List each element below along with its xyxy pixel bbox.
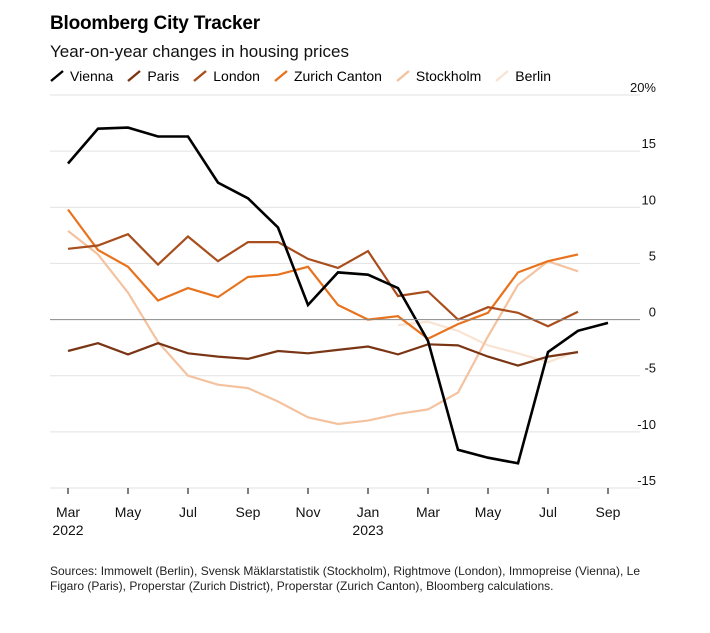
legend-swatch (127, 70, 142, 82)
chart-title: Bloomberg City Tracker (50, 13, 260, 34)
x-tick-label: May (115, 504, 141, 520)
series-line-vienna (67, 126, 609, 465)
legend: Vienna Paris London Zurich Canton Stockholm B… (50, 68, 565, 84)
legend-item-stockholm: Stockholm (396, 68, 481, 84)
y-tick-label: 5 (649, 248, 656, 263)
series-line-zurich-canton (67, 208, 579, 340)
y-tick-label: 0 (649, 305, 656, 320)
legend-item-berlin: Berlin (495, 68, 551, 84)
source-note: Sources: Immowelt (Berlin), Svensk Mäkla… (50, 564, 640, 593)
x-tick-label: Mar (56, 504, 80, 520)
legend-label: Paris (147, 68, 180, 84)
y-tick-label: 20% (630, 80, 656, 95)
x-tick-label: Mar (416, 504, 440, 520)
legend-swatch (193, 70, 208, 82)
series-line-stockholm (67, 230, 579, 426)
y-tick-label: -10 (637, 417, 656, 432)
x-tick-label: Sep (596, 504, 621, 520)
x-tick-label: May (475, 504, 501, 520)
line-chart: 20% 15 10 5 0 -5 -10 -15 Mar 2022 May Jul Sep Nov Jan 2… (50, 80, 656, 538)
x-tick-label: Jul (539, 504, 557, 520)
y-tick-label: -15 (637, 473, 656, 488)
legend-item-london: London (193, 68, 260, 84)
series-line-berlin (397, 320, 579, 364)
legend-swatch (50, 70, 64, 82)
legend-label: Zurich Canton (293, 68, 382, 84)
legend-swatch (495, 70, 510, 82)
chart-subtitle: Year-on-year changes in housing prices (50, 42, 349, 61)
x-tick-label: Sep (236, 504, 261, 520)
x-tick-label: Nov (296, 504, 321, 520)
y-tick-label: 10 (642, 192, 656, 207)
x-tick-year: 2022 (52, 522, 83, 538)
legend-item-vienna: Vienna (50, 68, 113, 84)
legend-label: London (213, 68, 260, 84)
series-line-london (67, 232, 579, 328)
x-tick-label: Jan (357, 504, 380, 520)
legend-label: Stockholm (415, 68, 482, 84)
legend-label: Vienna (70, 68, 114, 84)
legend-swatch (274, 70, 288, 82)
series-line-paris (67, 342, 579, 367)
x-tick-year: 2023 (352, 522, 383, 538)
y-tick-label: -5 (644, 361, 656, 376)
legend-item-zurich-canton: Zurich Canton (274, 68, 382, 84)
legend-swatch (396, 70, 410, 82)
x-tick-label: Jul (179, 504, 197, 520)
legend-label: Berlin (515, 68, 552, 84)
legend-item-paris: Paris (127, 68, 179, 84)
y-tick-label: 15 (642, 136, 656, 151)
